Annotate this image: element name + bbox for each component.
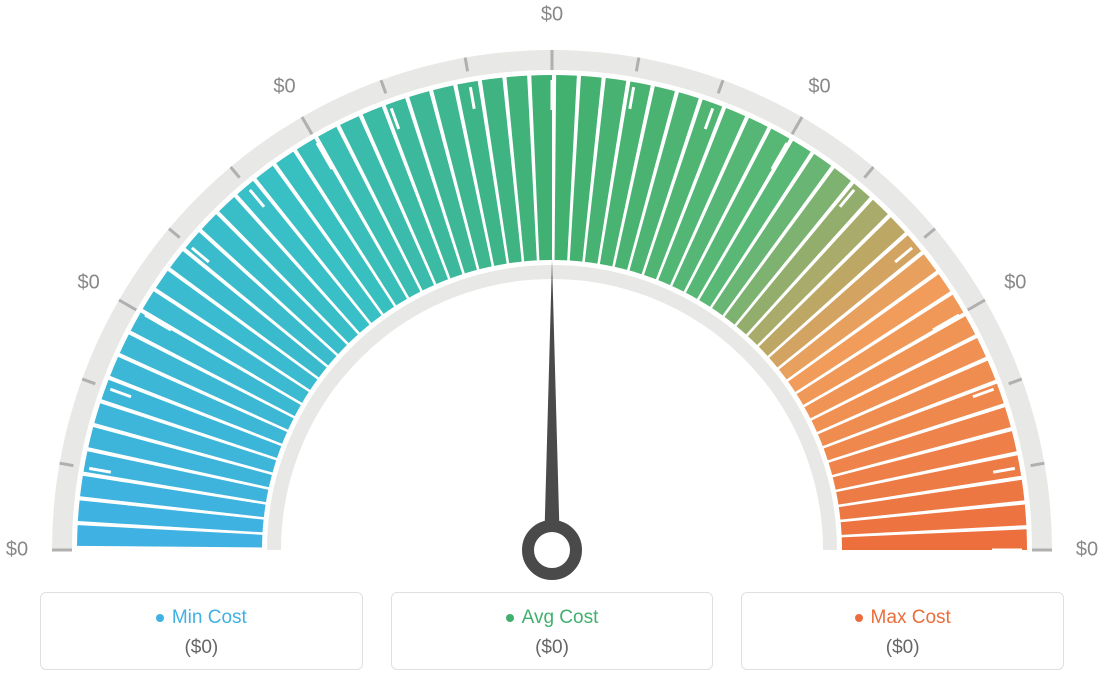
- legend-card-max: Max Cost ($0): [741, 592, 1064, 670]
- gauge-area: $0 $0 $0 $0 $0 $0 $0: [0, 0, 1104, 570]
- gauge-tick-label: $0: [6, 539, 28, 562]
- gauge-svg: [0, 20, 1104, 590]
- legend-title-min: Min Cost: [172, 607, 247, 629]
- gauge-tick-label: $0: [78, 271, 100, 294]
- legend-title-max: Max Cost: [871, 607, 951, 629]
- legend-dot-min: [156, 614, 164, 622]
- legend-dot-avg: [506, 614, 514, 622]
- gauge-tick-label: $0: [1004, 271, 1026, 294]
- gauge-needle-hub: [528, 526, 576, 574]
- legend-value-max: ($0): [762, 637, 1043, 659]
- gauge-tick-label: $0: [273, 75, 295, 98]
- gauge-chart-container: $0 $0 $0 $0 $0 $0 $0 Min Cost ($0) Avg Cost ($…: [0, 0, 1104, 690]
- gauge-tick-label: $0: [808, 75, 830, 98]
- gauge-tick-label: $0: [1076, 539, 1098, 562]
- legend-title-avg: Avg Cost: [522, 607, 599, 629]
- legend-dot-max: [855, 614, 863, 622]
- legend-card-min: Min Cost ($0): [40, 592, 363, 670]
- legend-row: Min Cost ($0) Avg Cost ($0) Max Cost ($0…: [0, 592, 1104, 670]
- gauge-needle: [544, 260, 560, 550]
- legend-value-min: ($0): [61, 637, 342, 659]
- legend-value-avg: ($0): [412, 637, 693, 659]
- gauge-tick-label: $0: [541, 4, 563, 27]
- legend-card-avg: Avg Cost ($0): [391, 592, 714, 670]
